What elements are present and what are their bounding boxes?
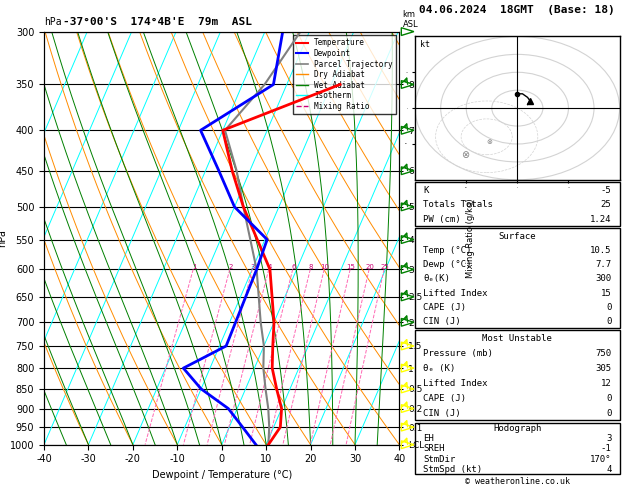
- Text: K: K: [423, 186, 429, 195]
- Text: 12: 12: [601, 379, 611, 388]
- Text: 0: 0: [606, 303, 611, 312]
- Text: 2: 2: [228, 263, 233, 270]
- Text: ⊗: ⊗: [487, 139, 493, 145]
- Text: 170°: 170°: [590, 454, 611, 464]
- Text: Hodograph: Hodograph: [493, 424, 542, 433]
- Text: Most Unstable: Most Unstable: [482, 334, 552, 343]
- Text: CAPE (J): CAPE (J): [423, 394, 466, 403]
- Text: kt: kt: [420, 40, 430, 49]
- Text: CIN (J): CIN (J): [423, 409, 461, 418]
- Text: StmDir: StmDir: [423, 454, 455, 464]
- Text: 3: 3: [606, 434, 611, 443]
- Text: ⊗: ⊗: [461, 150, 469, 160]
- Text: Temp (°C): Temp (°C): [423, 246, 472, 255]
- Text: Pressure (mb): Pressure (mb): [423, 349, 493, 358]
- Text: 0: 0: [606, 317, 611, 326]
- Text: km
ASL: km ASL: [403, 10, 418, 29]
- Y-axis label: hPa: hPa: [0, 229, 7, 247]
- Text: Lifted Index: Lifted Index: [423, 289, 488, 298]
- Text: hPa: hPa: [44, 17, 62, 27]
- Text: 0: 0: [606, 394, 611, 403]
- Text: CAPE (J): CAPE (J): [423, 303, 466, 312]
- Text: 4: 4: [606, 465, 611, 474]
- Text: 25: 25: [601, 200, 611, 209]
- Text: 6: 6: [291, 263, 296, 270]
- Legend: Temperature, Dewpoint, Parcel Trajectory, Dry Adiabat, Wet Adiabat, Isotherm, Mi: Temperature, Dewpoint, Parcel Trajectory…: [293, 35, 396, 114]
- Text: EH: EH: [423, 434, 434, 443]
- Text: 15: 15: [347, 263, 355, 270]
- Text: θₑ (K): θₑ (K): [423, 364, 455, 373]
- Text: 04.06.2024  18GMT  (Base: 18): 04.06.2024 18GMT (Base: 18): [420, 4, 615, 15]
- Text: 8: 8: [309, 263, 313, 270]
- Y-axis label: Mixing Ratio (g/kg): Mixing Ratio (g/kg): [466, 198, 476, 278]
- Text: Surface: Surface: [499, 232, 536, 241]
- Text: Lifted Index: Lifted Index: [423, 379, 488, 388]
- Text: PW (cm): PW (cm): [423, 215, 461, 224]
- Text: StmSpd (kt): StmSpd (kt): [423, 465, 482, 474]
- Text: 7.7: 7.7: [595, 260, 611, 269]
- X-axis label: Dewpoint / Temperature (°C): Dewpoint / Temperature (°C): [152, 470, 292, 480]
- Text: 300: 300: [595, 275, 611, 283]
- Text: -1: -1: [601, 444, 611, 453]
- Text: 20: 20: [365, 263, 374, 270]
- Text: SREH: SREH: [423, 444, 445, 453]
- Text: 10.5: 10.5: [590, 246, 611, 255]
- Text: Totals Totals: Totals Totals: [423, 200, 493, 209]
- Text: 0: 0: [606, 409, 611, 418]
- Text: 1.24: 1.24: [590, 215, 611, 224]
- Text: -37°00'S  174°4B'E  79m  ASL: -37°00'S 174°4B'E 79m ASL: [63, 17, 252, 27]
- Text: 10: 10: [320, 263, 330, 270]
- Text: -5: -5: [601, 186, 611, 195]
- Text: Dewp (°C): Dewp (°C): [423, 260, 472, 269]
- Text: θₑ(K): θₑ(K): [423, 275, 450, 283]
- Text: 3: 3: [251, 263, 255, 270]
- Text: 25: 25: [381, 263, 389, 270]
- Text: 4: 4: [267, 263, 272, 270]
- Text: 15: 15: [601, 289, 611, 298]
- Text: 305: 305: [595, 364, 611, 373]
- Text: CIN (J): CIN (J): [423, 317, 461, 326]
- Text: 750: 750: [595, 349, 611, 358]
- Text: 1: 1: [192, 263, 196, 270]
- Text: © weatheronline.co.uk: © weatheronline.co.uk: [465, 477, 570, 486]
